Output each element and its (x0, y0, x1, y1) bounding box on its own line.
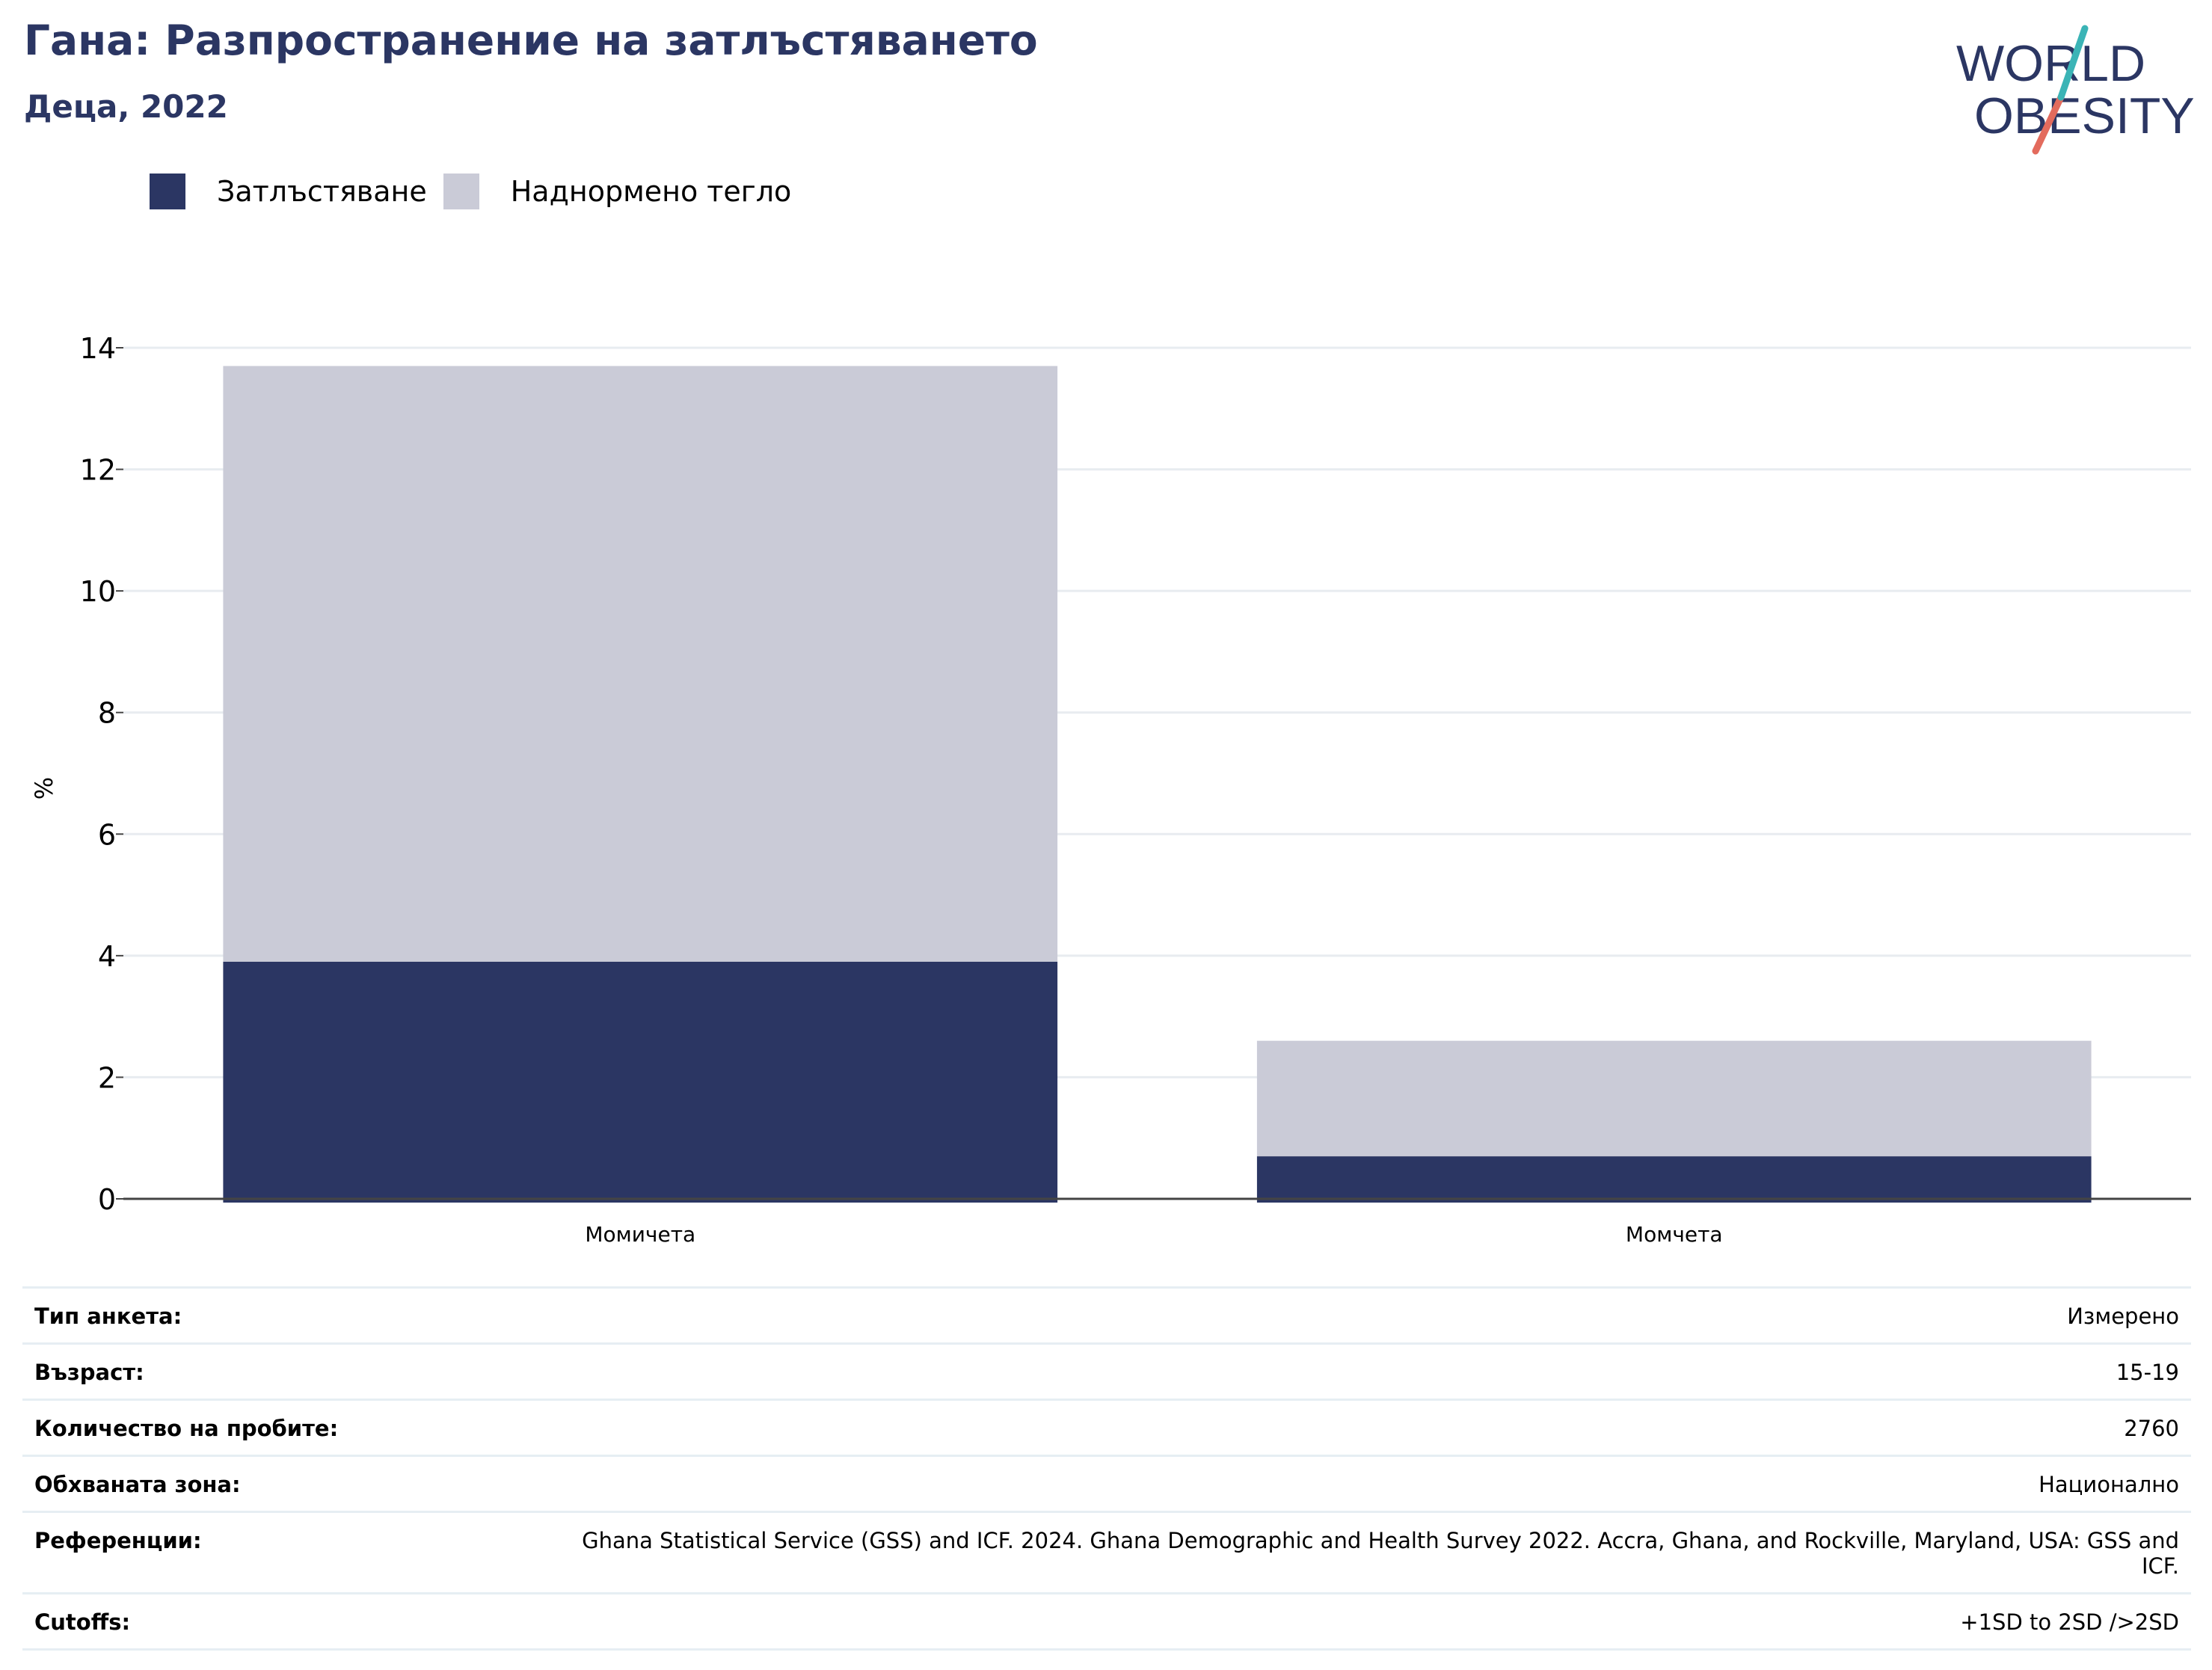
y-tick-label: 4 (98, 940, 116, 973)
info-row: Обхваната зона: Национално (22, 1455, 2191, 1511)
info-row: Cutoffs: +1SD to 2SD />2SD (22, 1592, 2191, 1651)
info-row: Тип анкета: Измерено (22, 1286, 2191, 1342)
bar-obesity (223, 961, 1058, 1203)
info-label: Количество на пробите: (34, 1416, 339, 1441)
info-value: 15-19 (2116, 1360, 2179, 1385)
info-value: Национално (2039, 1472, 2179, 1497)
chart-legend: Затлъстяване Наднормено тегло (150, 172, 808, 211)
info-value: Измерено (2067, 1304, 2179, 1329)
legend-label-overweight: Наднормено тегло (510, 175, 792, 208)
bar-obesity (1256, 1156, 2092, 1203)
info-value: 2760 (2124, 1416, 2179, 1441)
info-row: Количество на пробите: 2760 (22, 1399, 2191, 1455)
legend-item-obesity: Затлъстяване (150, 174, 427, 209)
y-tick-label: 6 (98, 818, 116, 851)
chart-subtitle: Деца, 2022 (24, 88, 228, 125)
world-obesity-logo: WORLD OBESITY (1956, 25, 2195, 155)
info-label: Референции: (34, 1528, 202, 1553)
y-tick-label: 8 (98, 697, 116, 730)
info-row: Възраст: 15-19 (22, 1342, 2191, 1399)
y-tick-label: 14 (80, 332, 116, 365)
y-tick-label: 0 (98, 1183, 116, 1216)
info-label: Cutoffs: (34, 1609, 131, 1635)
legend-swatch-obesity (150, 174, 185, 209)
legend-label-obesity: Затлъстяване (217, 175, 427, 208)
legend-item-overweight: Наднормено тегло (443, 174, 792, 209)
y-axis-label: % (30, 777, 58, 799)
bar-overweight (1256, 1040, 2092, 1157)
info-row: Референции: Ghana Statistical Service (GS… (22, 1511, 2191, 1592)
x-tick-label: Момчета (1626, 1222, 1723, 1247)
info-value: Ghana Statistical Service (GSS) and ICF.… (582, 1528, 2179, 1579)
info-label: Тип анкета: (34, 1304, 182, 1329)
svg-text:OBESITY: OBESITY (1974, 88, 2195, 144)
x-tick-label: Момичета (585, 1222, 695, 1247)
y-tick-label: 12 (80, 454, 116, 487)
bar-overweight (223, 366, 1058, 962)
info-label: Обхваната зона: (34, 1472, 241, 1497)
chart-title: Гана: Разпространение на затлъстяването (24, 16, 1038, 64)
info-label: Възраст: (34, 1360, 144, 1385)
svg-text:WORLD: WORLD (1956, 35, 2145, 92)
y-tick-label: 10 (80, 575, 116, 608)
stacked-bar-chart: 0 2 4 6 8 10 12 14% Момичета Момчета (30, 332, 2191, 1247)
legend-swatch-overweight (443, 174, 479, 209)
survey-info-table: Тип анкета: Измерено Възраст: 15-19 Количест… (22, 1286, 2191, 1651)
y-tick-label: 2 (98, 1061, 116, 1094)
info-value: +1SD to 2SD />2SD (1960, 1609, 2179, 1635)
